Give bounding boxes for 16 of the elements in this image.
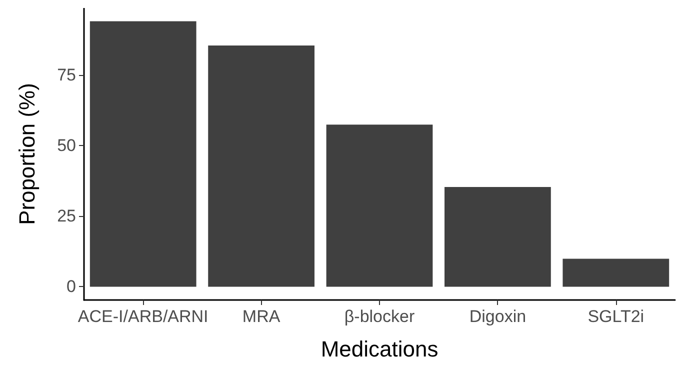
x-tick-label: β-blocker (344, 307, 415, 326)
bar (562, 258, 670, 287)
bar (208, 46, 314, 287)
y-tick-label: 50 (57, 136, 76, 156)
x-tick-label: SGLT2i (588, 307, 644, 326)
x-tick-label: MRA (242, 307, 281, 326)
bar (444, 187, 551, 287)
y-tick-label: 25 (57, 206, 76, 226)
y-tick-label: 0 (66, 277, 76, 296)
x-axis-title: Medications (320, 336, 438, 362)
x-tick-label: ACE-I/ARB/ARNI (78, 307, 208, 326)
y-tick-label: 75 (57, 65, 76, 84)
bar (326, 124, 433, 287)
bar (90, 21, 196, 287)
y-axis-title: Proportion (%) (14, 83, 40, 225)
x-tick-label: Digoxin (469, 307, 526, 326)
